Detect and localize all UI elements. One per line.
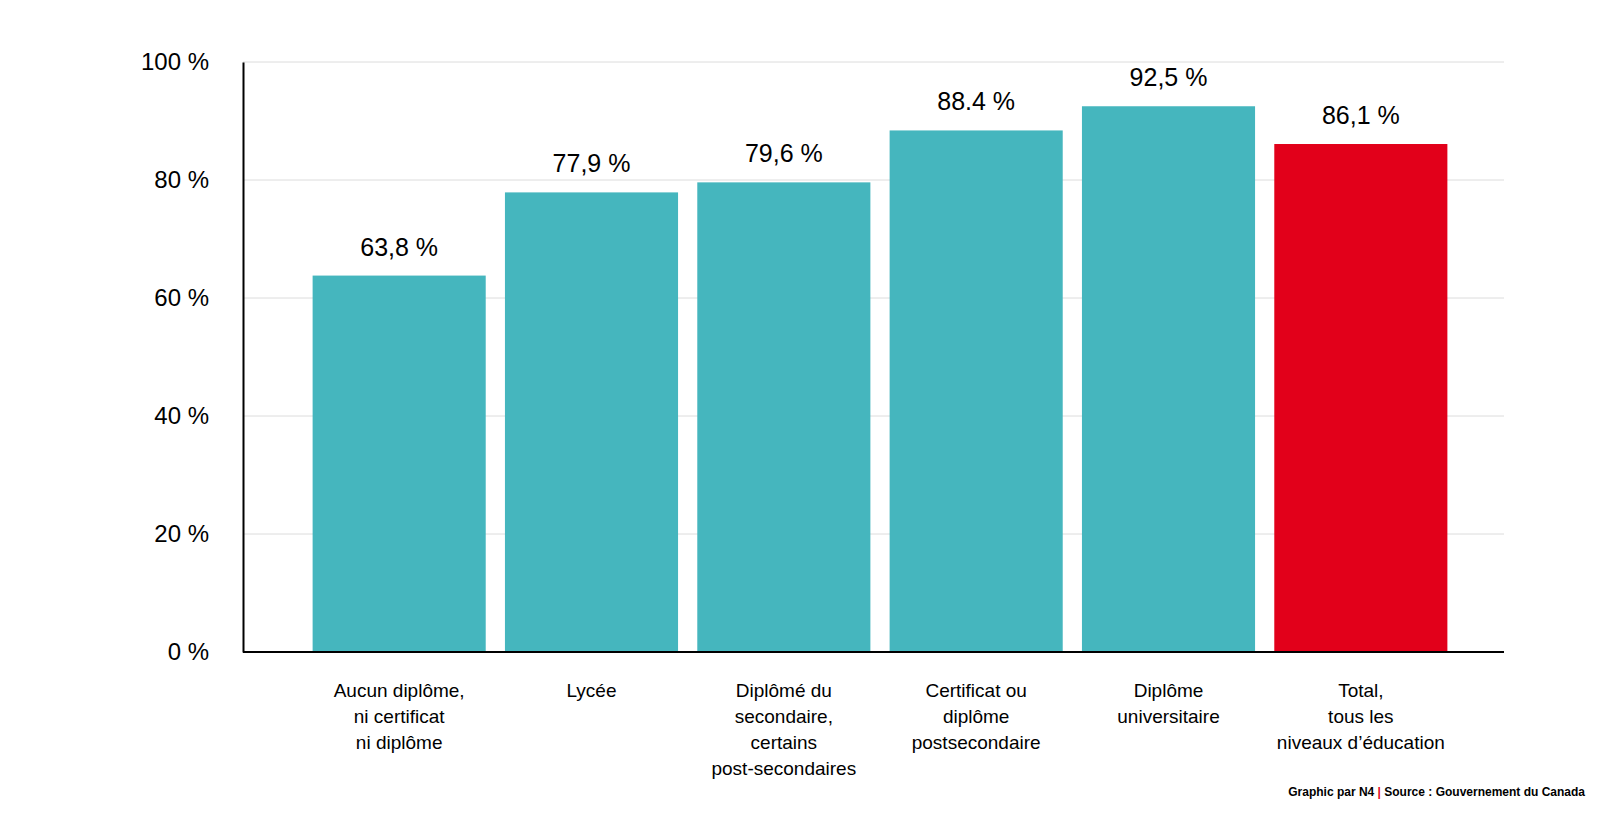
y-axis-line xyxy=(243,63,245,653)
y-tick: 0 % xyxy=(168,638,243,665)
bar xyxy=(697,182,870,652)
x-tick: Lycée xyxy=(567,652,617,701)
data-label: 88.4 % xyxy=(937,87,1015,115)
data-label: 92,5 % xyxy=(1130,63,1208,91)
y-tick-label: 40 % xyxy=(154,402,209,429)
y-tick: 40 % xyxy=(154,402,243,429)
x-tick: Diplôme universitaire xyxy=(1117,652,1219,727)
x-tick-label-line: ni certificat xyxy=(354,706,446,727)
data-label: 77,9 % xyxy=(553,149,631,177)
y-axis: 0 % 20 % 40 % 60 % 80 % 100 % xyxy=(141,48,244,665)
x-tick: Certificat ou diplôme postsecondaire xyxy=(912,652,1041,753)
x-tick-label-line: certains xyxy=(751,732,818,753)
x-tick-label-line: Diplômé du xyxy=(736,680,832,701)
chart: 0 % 20 % 40 % 60 % 80 % 100 % Aucun diplôme, ni… xyxy=(0,0,1600,815)
data-label: 79,6 % xyxy=(745,139,823,167)
bar xyxy=(313,276,486,652)
x-tick-label-line: universitaire xyxy=(1117,706,1219,727)
x-tick-label-line: secondaire, xyxy=(735,706,833,727)
x-tick-label-line: Aucun diplôme, xyxy=(334,680,465,701)
x-tick-label-line: diplôme xyxy=(943,706,1010,727)
y-tick-label: 100 % xyxy=(141,48,209,75)
data-labels: 63,8 % 77,9 % 79,6 % 88.4 % 92,5 % 86,1 % xyxy=(360,63,1400,260)
data-label: 86,1 % xyxy=(1322,101,1400,129)
source-part: Graphic par N4 xyxy=(1288,785,1377,799)
x-tick-label-line: ni diplôme xyxy=(356,732,443,753)
source-part: Source : Gouvernement du Canada xyxy=(1381,785,1585,799)
y-tick: 20 % xyxy=(154,520,243,547)
y-tick-label: 20 % xyxy=(154,520,209,547)
x-tick: Diplômé du secondaire, certains post-second… xyxy=(711,652,856,779)
source-note: Graphic par N4 | Source : Gouvernement d… xyxy=(1288,785,1585,799)
x-tick-label-line: Total, xyxy=(1338,680,1383,701)
x-tick: Total, tous les niveaux d’éducation xyxy=(1277,652,1445,753)
x-tick-label-line: postsecondaire xyxy=(912,732,1041,753)
x-tick-label-line: tous les xyxy=(1328,706,1393,727)
bar xyxy=(1082,106,1255,652)
grid-line xyxy=(243,62,1504,63)
x-axis-line xyxy=(243,651,1504,653)
data-label: 63,8 % xyxy=(360,233,438,261)
x-axis: Aucun diplôme, ni certificat ni diplôme Lyc… xyxy=(304,652,1458,779)
bar xyxy=(1274,144,1447,652)
x-tick-label: Diplômé du secondaire, certains post-second… xyxy=(711,680,856,779)
bar xyxy=(505,192,678,652)
y-tick-label: 60 % xyxy=(154,284,209,311)
grid xyxy=(243,62,1504,652)
x-tick-label-line: Certificat ou xyxy=(925,680,1026,701)
y-tick: 60 % xyxy=(154,284,243,311)
x-tick-label: Lycée xyxy=(567,680,617,701)
x-tick-label: Certificat ou diplôme postsecondaire xyxy=(912,680,1041,753)
bar xyxy=(890,130,1063,652)
x-tick-label-line: Diplôme xyxy=(1134,680,1204,701)
bars xyxy=(313,106,1448,652)
y-tick: 100 % xyxy=(141,48,243,75)
y-tick-label: 80 % xyxy=(154,166,209,193)
y-tick-label: 0 % xyxy=(168,638,209,665)
x-tick-label-line: post-secondaires xyxy=(711,758,856,779)
x-tick: Aucun diplôme, ni certificat ni diplôme xyxy=(334,652,465,753)
x-tick-label: Diplôme universitaire xyxy=(1117,680,1219,727)
y-tick: 80 % xyxy=(154,166,243,193)
x-tick-label-line: niveaux d’éducation xyxy=(1277,732,1445,753)
grid-line xyxy=(243,652,1504,653)
x-tick-label: Aucun diplôme, ni certificat ni diplôme xyxy=(334,680,465,753)
x-tick-label-line: Lycée xyxy=(567,680,617,701)
x-tick-label: Total, tous les niveaux d’éducation xyxy=(1277,680,1445,753)
